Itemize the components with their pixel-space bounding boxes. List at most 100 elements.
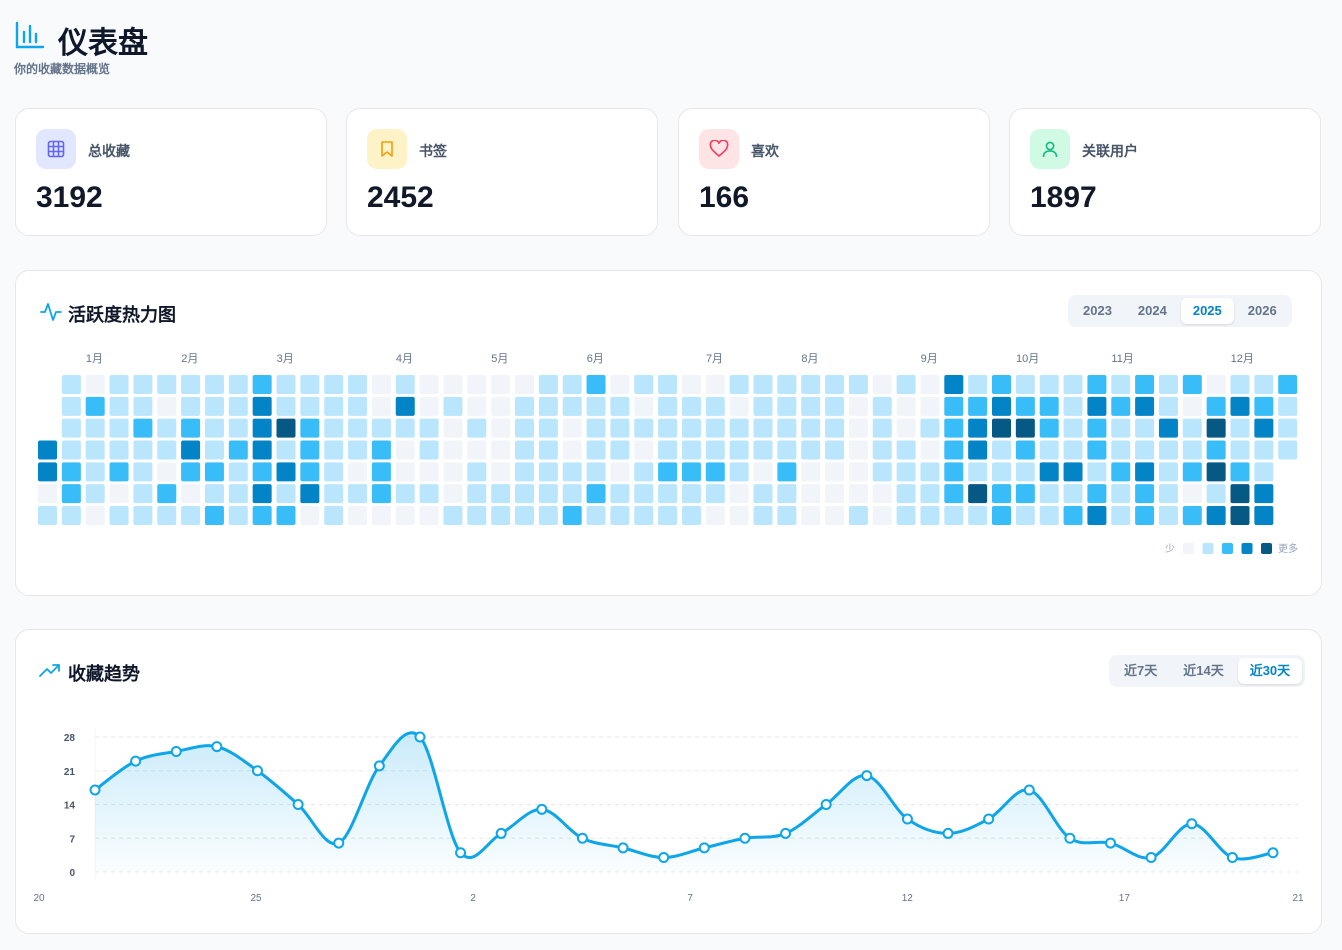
heat-cell	[252, 375, 272, 394]
heat-cell	[157, 396, 177, 416]
heat-cell	[610, 418, 630, 438]
heat-cell	[729, 505, 749, 525]
heat-cell	[443, 375, 463, 394]
heat-cell	[133, 396, 153, 416]
y-tick-label: 28	[64, 733, 76, 744]
heat-cell	[801, 396, 821, 416]
heat-cell	[252, 440, 272, 460]
heat-cell	[586, 484, 606, 504]
heat-cell	[920, 505, 940, 525]
heat-cell	[204, 440, 224, 460]
legend-swatch	[1261, 543, 1272, 554]
tab[interactable]: 2023	[1083, 303, 1112, 318]
heat-cell	[825, 396, 845, 416]
stat-card: 关联用户 1897	[1009, 108, 1321, 236]
point	[739, 832, 751, 844]
legend-swatch	[1183, 543, 1194, 554]
heat-cell	[658, 484, 678, 504]
heat-cell	[896, 484, 916, 504]
stat-label: 关联用户	[1082, 143, 1138, 159]
tab[interactable]: 2025	[1180, 298, 1234, 324]
heat-cell	[61, 418, 81, 438]
heat-cell	[1254, 396, 1274, 416]
heat-cell	[61, 484, 81, 504]
heat-cell	[276, 484, 296, 504]
heat-cell	[300, 505, 320, 525]
heat-cell	[276, 440, 296, 460]
tab[interactable]: 2024	[1137, 303, 1167, 318]
y-tick-label: 0	[69, 868, 75, 879]
heat-cell	[634, 462, 654, 482]
heat-cell	[896, 375, 916, 394]
heat-cell	[538, 440, 558, 460]
heat-cell	[38, 462, 57, 482]
heat-cell	[1254, 440, 1274, 460]
heat-cell	[777, 375, 797, 394]
heat-cell	[324, 396, 344, 416]
heat-cell	[228, 505, 248, 525]
heat-cell	[348, 505, 368, 525]
heat-cell	[300, 484, 320, 504]
heat-cell	[371, 484, 391, 504]
heat-cell	[848, 396, 868, 416]
tab[interactable]: 近30天	[1237, 658, 1303, 684]
trend-title: 收藏趋势	[68, 664, 140, 684]
stat-label: 总收藏	[88, 143, 130, 159]
point	[658, 852, 670, 864]
year-tabs: 2023 2024 2025 2026	[1068, 295, 1292, 327]
heat-cell	[419, 462, 439, 482]
heat-cell	[1254, 462, 1274, 482]
heat-cell	[276, 505, 296, 525]
area	[95, 732, 1273, 872]
heat-cell	[1135, 418, 1155, 438]
heat-cell	[38, 484, 57, 504]
heat-cell	[419, 375, 439, 394]
heat-cell	[371, 396, 391, 416]
heat-cell	[705, 440, 725, 460]
point	[861, 770, 873, 782]
heat-cell	[992, 505, 1011, 525]
heat-cell	[658, 505, 678, 525]
stat-card: 总收藏 3192	[15, 108, 327, 236]
heat-cell	[872, 462, 892, 482]
heat-cell	[157, 375, 177, 394]
heat-cell	[1158, 484, 1178, 504]
point	[130, 755, 142, 767]
heat-cell	[777, 505, 797, 525]
tab[interactable]: 近14天	[1183, 663, 1224, 678]
heat-cell	[658, 418, 678, 438]
tab[interactable]: 2026	[1247, 303, 1277, 318]
heatmap-title: 活跃度热力图	[68, 305, 176, 325]
heat-cell	[300, 440, 320, 460]
heat-cell	[395, 440, 415, 460]
heat-cell	[419, 484, 439, 504]
heat-cell	[681, 462, 701, 482]
heat-cell	[634, 396, 654, 416]
trend-icon	[39, 664, 60, 677]
point	[1105, 837, 1117, 849]
heat-cell	[1135, 505, 1155, 525]
heat-cell	[109, 462, 129, 482]
heat-cell	[467, 440, 487, 460]
heat-cell	[1206, 396, 1226, 416]
heat-cell	[276, 396, 296, 416]
heat-cell	[968, 396, 988, 416]
heat-cell	[1230, 375, 1250, 394]
heat-cell	[1230, 462, 1250, 482]
heat-cell	[753, 418, 773, 438]
heat-cell	[515, 505, 534, 525]
legend-more: 更多	[1278, 542, 1298, 555]
heat-cell	[443, 396, 463, 416]
heat-cell	[944, 505, 964, 525]
x-tick-label: 12	[902, 893, 914, 904]
heat-cell	[586, 462, 606, 482]
point	[251, 765, 263, 777]
heat-cell	[705, 505, 725, 525]
heat-cell	[777, 418, 797, 438]
heat-cell	[538, 396, 558, 416]
tab[interactable]: 近7天	[1124, 663, 1158, 678]
heat-cell	[109, 375, 129, 394]
heat-cell	[753, 375, 773, 394]
heat-cell	[992, 375, 1011, 394]
heat-cell	[562, 396, 582, 416]
